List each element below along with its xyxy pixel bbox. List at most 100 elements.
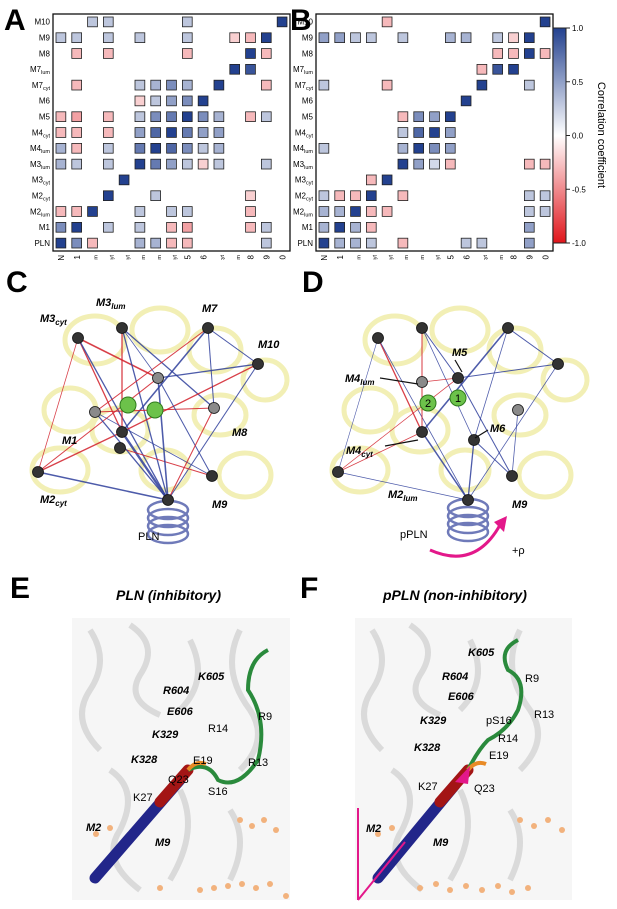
heatmap-cell (350, 190, 361, 201)
network-c: M3cyt M3lum M7 M10 M1 M8 M2cyt M9 PLN (29, 297, 290, 545)
heatmap-col-label: M10 (278, 254, 287, 260)
structure-e: K605 R604 E606 K329 K328 R14 R9 E19 Q23 … (72, 618, 290, 900)
heatmap-cell (539, 16, 551, 28)
heatmap-cell (350, 222, 361, 233)
heatmap-cell (492, 48, 503, 59)
heatmap-cell (150, 127, 161, 138)
helix-m2-f: M2 (366, 823, 381, 835)
heatmap-cell (245, 48, 256, 59)
network-nodes-c (32, 322, 264, 506)
heatmap-cell (334, 32, 345, 43)
heatmap-cell (476, 64, 488, 75)
heatmap-cell (460, 32, 472, 43)
heatmap-cell (318, 237, 330, 249)
heatmap-row-label: M3cyt (32, 176, 51, 187)
heatmap-cell (229, 32, 240, 43)
heatmap-col-label: M2cyt (367, 255, 378, 260)
heatmap-cell (213, 111, 225, 122)
heatmap-col-label: M7cyt (478, 255, 489, 260)
heatmap-row-label: PLN (297, 239, 313, 248)
structure-panels: E F PLN (inhibitory) pPLN (non-inhibitor… (10, 572, 572, 901)
heatmap-row-label: M9 (39, 34, 51, 43)
heatmap-cell (55, 111, 67, 122)
panel-label-d: D (302, 266, 324, 299)
heatmap-cell (71, 79, 82, 91)
heatmap-cell (134, 32, 146, 43)
heatmap-cell (381, 174, 393, 186)
res-k328-f: K328 (414, 742, 441, 754)
heatmap-cell (166, 95, 177, 107)
heatmap-col-label: PLN (320, 255, 329, 260)
heatmap-cell (134, 95, 146, 107)
heatmap-cell (71, 111, 82, 122)
heatmap-cell (445, 158, 456, 170)
heatmap-col-label: M2lum (352, 255, 363, 260)
heatmap-col-label: M1 (336, 254, 345, 260)
network-edge (337, 377, 459, 473)
res-k605-f: K605 (468, 647, 495, 659)
heatmap-cell (318, 143, 330, 154)
network-edge (457, 377, 513, 477)
heatmap-cell (166, 206, 177, 217)
heatmap-cell (182, 111, 193, 122)
heatmap-cell (366, 206, 377, 217)
heatmap-cell (103, 32, 114, 43)
network-edge (94, 327, 209, 413)
colorbar-ticks: 1.0 0.5 0.0 -0.5 -1.0 (566, 24, 586, 248)
helix-m9-f: M9 (433, 837, 449, 849)
res-e606-e: E606 (167, 706, 194, 718)
tilt-helix-line (357, 841, 406, 901)
heatmap-cell (429, 158, 440, 170)
heatmap-col-label: M9 (525, 254, 534, 260)
res-r13-f: R13 (534, 709, 554, 721)
network-edge (119, 447, 213, 477)
heatmap-cell (71, 32, 82, 43)
heatmap-cell (460, 237, 472, 249)
heatmap-cell (182, 48, 193, 59)
panel-label-c: C (6, 266, 28, 299)
label-m10: M10 (258, 339, 280, 351)
heatmap-col-label: M4cyt (168, 255, 179, 260)
tilt-arrowhead-icon (455, 766, 470, 784)
heatmap-cell (197, 127, 209, 138)
network-edge (421, 431, 469, 501)
res-e606-f: E606 (448, 691, 475, 703)
network-node (89, 406, 101, 418)
heatmap-cell (366, 32, 377, 43)
heatmap-cell (103, 16, 114, 28)
heatmap-cell (71, 237, 82, 249)
heatmap-cell (197, 158, 209, 170)
heatmap-cell (134, 206, 146, 217)
heatmap-cell (197, 95, 209, 107)
network-node (502, 322, 514, 334)
network-node (416, 426, 428, 438)
network-edge (37, 471, 169, 501)
heatmap-cell (55, 237, 67, 249)
heatmap-cell (150, 111, 161, 122)
heatmap-cell (55, 206, 67, 217)
network-edge (473, 327, 509, 441)
heatmap-cell (245, 222, 256, 233)
heatmap-cell (245, 206, 256, 217)
label-m5: M5 (452, 347, 468, 359)
pln-helix-juxta (154, 764, 194, 808)
heatmap-cell (524, 222, 535, 233)
ca-ions-e (93, 817, 289, 899)
heatmap-cell (492, 32, 503, 43)
network-node (72, 332, 84, 344)
heatmap-cell (397, 190, 409, 201)
heatmap-col-label: M6 (462, 254, 471, 260)
heatmap-cell (150, 237, 161, 249)
heatmap-cell (182, 206, 193, 217)
heatmap-cell (334, 206, 345, 217)
network-node (162, 494, 174, 506)
heatmap-cell (276, 16, 288, 28)
heatmap-row-label: M8 (302, 49, 314, 58)
label-m1: M1 (62, 435, 77, 447)
network-edge (37, 431, 123, 473)
network-edge (121, 363, 259, 433)
network-edge (457, 363, 559, 379)
network-edge (377, 337, 469, 501)
network-edge (121, 327, 169, 501)
network-edge (337, 471, 469, 501)
